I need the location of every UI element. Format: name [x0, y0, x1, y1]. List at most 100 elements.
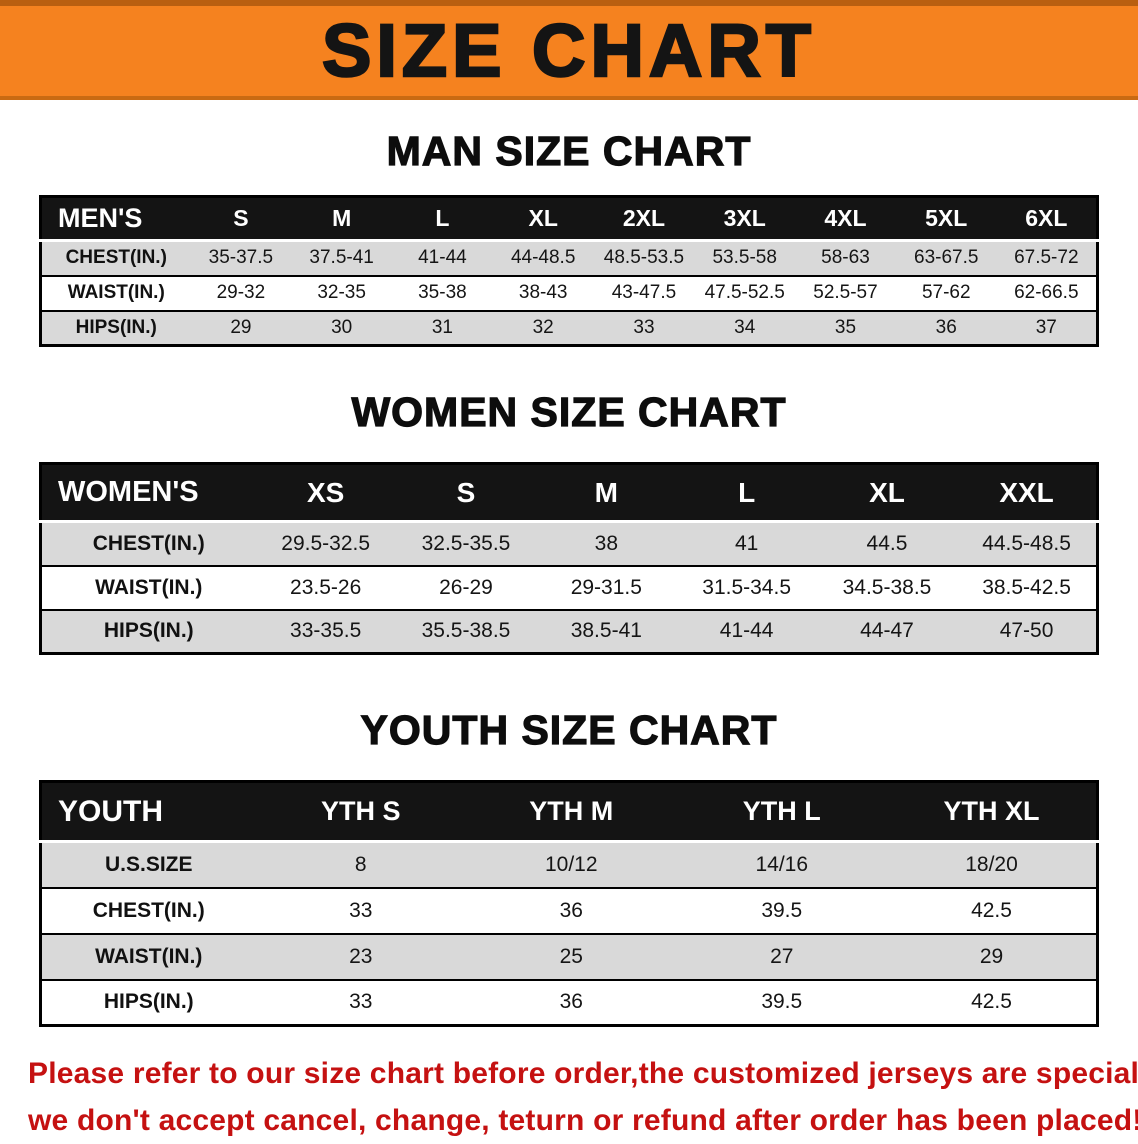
size-value-cell: 35	[795, 311, 896, 346]
size-value-cell: 31.5-34.5	[676, 566, 816, 610]
measurement-label: WAIST(IN.)	[41, 566, 256, 610]
disclaimer-line-1: Please refer to our size chart before or…	[28, 1051, 1120, 1098]
size-value-cell: 32.5-35.5	[396, 522, 536, 566]
size-value-cell: 57-62	[896, 276, 997, 311]
size-value-cell: 32	[493, 311, 594, 346]
size-value-cell: 42.5	[887, 980, 1098, 1026]
size-value-cell: 29-32	[191, 276, 292, 311]
size-column-header: L	[676, 464, 816, 522]
table-corner-label: WOMEN'S	[41, 464, 256, 522]
size-column-header: YTH L	[677, 782, 888, 842]
size-value-cell: 39.5	[677, 980, 888, 1026]
size-value-cell: 29.5-32.5	[256, 522, 396, 566]
size-column-header: XL	[817, 464, 957, 522]
size-value-cell: 44-47	[817, 610, 957, 654]
size-value-cell: 43-47.5	[594, 276, 695, 311]
size-value-cell: 36	[896, 311, 997, 346]
size-value-cell: 10/12	[466, 842, 677, 888]
size-value-cell: 38.5-42.5	[957, 566, 1097, 610]
size-value-cell: 38.5-41	[536, 610, 676, 654]
youth-chart-heading: YOUTH SIZE CHART	[0, 707, 1138, 754]
disclaimer: Please refer to our size chart before or…	[28, 1051, 1120, 1144]
size-column-header: S	[191, 197, 292, 241]
measurement-label: HIPS(IN.)	[41, 610, 256, 654]
size-value-cell: 35-38	[392, 276, 493, 311]
size-value-cell: 58-63	[795, 241, 896, 276]
size-column-header: 3XL	[694, 197, 795, 241]
measurement-label: U.S.SIZE	[41, 842, 256, 888]
size-value-cell: 33	[594, 311, 695, 346]
size-value-cell: 36	[466, 980, 677, 1026]
size-value-cell: 26-29	[396, 566, 536, 610]
size-value-cell: 34	[694, 311, 795, 346]
measurement-label: CHEST(IN.)	[41, 522, 256, 566]
size-value-cell: 8	[256, 842, 467, 888]
size-column-header: M	[291, 197, 392, 241]
size-value-cell: 31	[392, 311, 493, 346]
size-value-cell: 35.5-38.5	[396, 610, 536, 654]
size-column-header: L	[392, 197, 493, 241]
size-value-cell: 23.5-26	[256, 566, 396, 610]
size-value-cell: 27	[677, 934, 888, 980]
size-column-header: XL	[493, 197, 594, 241]
size-value-cell: 38-43	[493, 276, 594, 311]
measurement-label: CHEST(IN.)	[41, 888, 256, 934]
size-column-header: 4XL	[795, 197, 896, 241]
size-chart-banner: SIZE CHART	[0, 0, 1138, 100]
table-corner-label: YOUTH	[41, 782, 256, 842]
size-column-header: 2XL	[594, 197, 695, 241]
size-value-cell: 41-44	[676, 610, 816, 654]
size-value-cell: 14/16	[677, 842, 888, 888]
size-value-cell: 38	[536, 522, 676, 566]
size-value-cell: 34.5-38.5	[817, 566, 957, 610]
size-value-cell: 29	[191, 311, 292, 346]
size-column-header: XS	[256, 464, 396, 522]
size-value-cell: 18/20	[887, 842, 1098, 888]
size-value-cell: 47.5-52.5	[694, 276, 795, 311]
size-value-cell: 39.5	[677, 888, 888, 934]
table-corner-label: MEN'S	[41, 197, 191, 241]
size-column-header: M	[536, 464, 676, 522]
size-value-cell: 42.5	[887, 888, 1098, 934]
size-value-cell: 63-67.5	[896, 241, 997, 276]
size-value-cell: 62-66.5	[997, 276, 1098, 311]
size-value-cell: 29	[887, 934, 1098, 980]
size-value-cell: 36	[466, 888, 677, 934]
size-value-cell: 37.5-41	[291, 241, 392, 276]
disclaimer-line-2: we don't accept cancel, change, teturn o…	[28, 1098, 1120, 1144]
size-column-header: YTH XL	[887, 782, 1098, 842]
size-value-cell: 30	[291, 311, 392, 346]
size-value-cell: 23	[256, 934, 467, 980]
measurement-label: CHEST(IN.)	[41, 241, 191, 276]
size-value-cell: 53.5-58	[694, 241, 795, 276]
size-value-cell: 33-35.5	[256, 610, 396, 654]
size-value-cell: 52.5-57	[795, 276, 896, 311]
size-value-cell: 67.5-72	[997, 241, 1098, 276]
size-column-header: S	[396, 464, 536, 522]
measurement-label: HIPS(IN.)	[41, 311, 191, 346]
size-value-cell: 48.5-53.5	[594, 241, 695, 276]
size-column-header: XXL	[957, 464, 1097, 522]
man-chart-heading: MAN SIZE CHART	[0, 128, 1138, 175]
size-column-header: YTH M	[466, 782, 677, 842]
size-value-cell: 33	[256, 980, 467, 1026]
size-column-header: 5XL	[896, 197, 997, 241]
size-value-cell: 44.5	[817, 522, 957, 566]
size-value-cell: 35-37.5	[191, 241, 292, 276]
size-value-cell: 41	[676, 522, 816, 566]
measurement-label: HIPS(IN.)	[41, 980, 256, 1026]
